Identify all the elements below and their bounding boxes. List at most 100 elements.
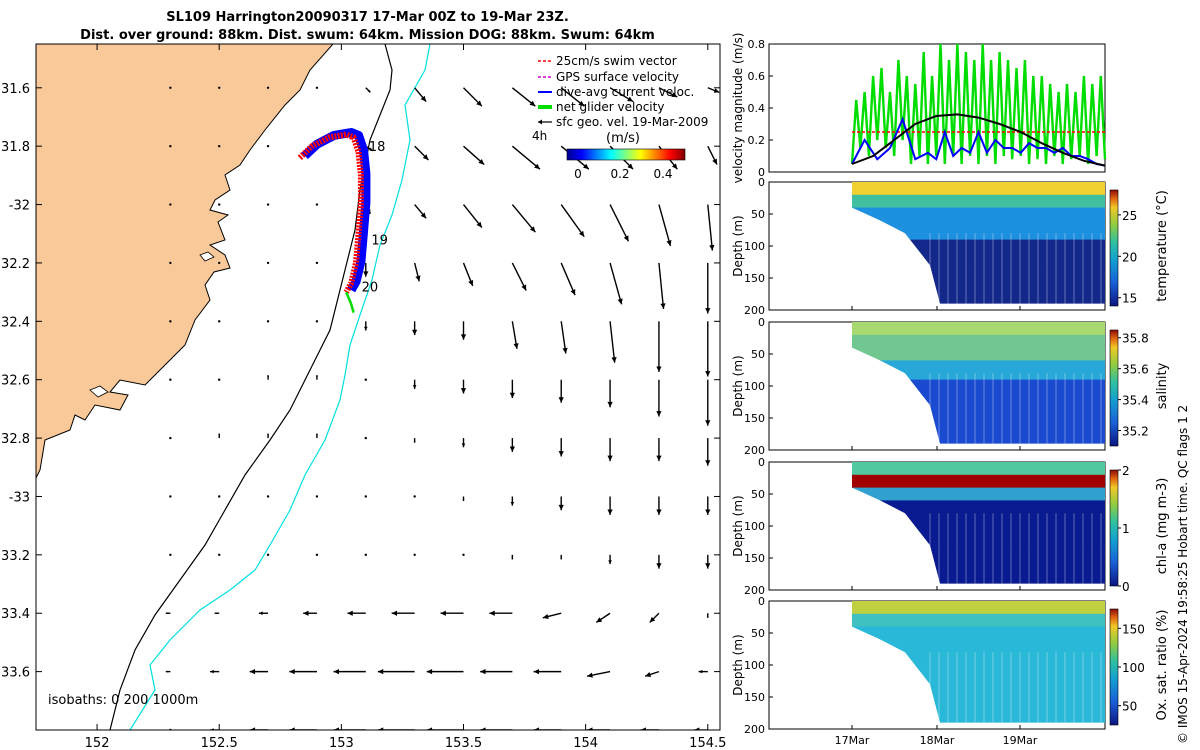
geo-velocity-arrow [480,669,513,675]
geo-velocity-arrow [316,433,318,439]
section-y-tick-label: 50 [751,348,765,361]
arrow-head [660,303,666,309]
section-x-tick-label: 19Mar [1003,734,1038,747]
isobath-200m [109,44,393,730]
geo-velocity-arrow [707,87,720,94]
arrow-head [165,612,168,615]
colorbar-unit-label: (m/s) [606,131,640,146]
arrow-head [698,669,703,674]
section-colorbar-label: chl-a (mg m-3) [1155,478,1170,575]
geo-velocity-arrow [364,553,367,557]
section-y-tick-label: 0 [758,316,765,329]
geo-velocity-arrow [644,670,660,677]
geo-velocity-arrow [218,553,221,557]
geo-velocity-arrow [656,438,662,462]
geo-velocity-arrow [510,496,515,506]
geo-velocity-arrow [249,669,269,675]
geo-velocity-arrow [266,203,270,206]
geo-velocity-arrow [558,379,564,403]
section-ylabel: Depth (m) [731,495,745,556]
legend-geo-label: sfc geo. vel. 19-Mar-2009 [556,115,708,129]
arrow-head [367,89,371,93]
colorbar-horizontal [566,148,686,161]
geo-velocity-arrow [640,727,659,730]
section-y-tick-label: 100 [744,240,765,253]
arrow-head [558,397,564,403]
geo-velocity-arrow [705,321,711,377]
section-y-tick-label: 50 [751,208,765,221]
arrow-head [316,433,318,436]
section-band [852,462,1105,476]
day-label-18: 18 [369,140,386,155]
arrow-head [649,616,656,623]
section-band [852,194,1105,209]
geo-velocity-arrow [609,321,617,363]
isobath-label: isobaths: 0 200 1000m [48,693,198,708]
geo-velocity-arrow [608,554,612,565]
geo-velocity-arrow [705,262,711,314]
geo-velocity-arrow [289,727,317,730]
geo-velocity-arrow [165,670,171,673]
chart-title-line2: Dist. over ground: 88km. Dist. swum: 64k… [80,28,655,43]
geo-velocity-arrow [377,669,415,675]
arrow-head [656,509,662,515]
arrow-head [529,226,536,233]
arrow-head [627,96,634,102]
map-y-tick-label: 31.8 [1,140,30,155]
section-colorbar-label: Ox. sat. ratio (%) [1155,610,1170,721]
arrow-head [666,240,672,246]
arrow-head [509,446,515,452]
section-colorbar-label: salinity [1155,362,1170,409]
colorbar-tick: 0 [574,167,582,181]
map-y-tick-label: 32.8 [1,432,30,447]
section-colorbar [1109,189,1119,307]
geo-velocity-arrow [462,262,474,287]
geo-velocity-arrow [315,261,319,265]
geo-velocity-arrow [218,203,221,206]
map-x-tick-label: 152.5 [201,736,238,750]
map-x-tick-label: 154 [573,736,598,750]
geo-velocity-arrow [440,610,464,616]
geo-velocity-arrow [414,145,429,161]
geo-velocity-arrow [609,262,623,305]
arrow-head [533,669,540,675]
arrow-head [413,440,416,443]
geo-velocity-arrow [460,379,467,394]
geo-velocity-arrow [266,261,270,265]
geo-velocity-arrow [266,320,270,323]
geo-velocity-arrow [377,727,415,730]
section-y-tick-label: 200 [744,444,765,457]
geo-velocity-arrow [658,204,672,247]
arrow-shaft [707,204,714,251]
geo-velocity-arrow [511,321,519,350]
arrow-head [656,455,662,462]
geo-velocity-arrow [607,496,613,515]
arrow-head [460,388,467,394]
section-colorbar-label: temperature (°C) [1155,190,1170,302]
geo-velocity-arrow [511,204,536,233]
section-colorbar [1109,608,1119,726]
geo-velocity-arrow [542,612,562,620]
arrow-head [705,460,711,466]
geo-velocity-arrow [658,87,678,98]
geo-velocity-arrow [462,204,483,228]
geo-velocity-arrow [705,438,711,466]
geo-velocity-arrow [165,612,171,615]
geo-velocity-arrow [533,669,562,675]
arrow-head [706,615,709,618]
section-band [852,334,1105,349]
arrow-head [333,669,339,675]
section-panel: 0 50 100 150 200 Depth (m) 35.2 35.4 35.6 35.8 sal… [731,316,1170,457]
arrow-head [480,727,486,730]
colorbar-tick-label: 2 [1122,464,1130,478]
legend-gps-label: GPS surface velocity [556,70,679,84]
section-panel: 0 50 100 150 200 Depth (m) 15 20 25 temperature (… [731,176,1170,317]
geo-velocity-arrow [587,727,611,730]
section-ylabel: Depth (m) [731,634,745,695]
geo-velocity-arrow [210,669,220,674]
geo-velocity-arrow [266,553,270,557]
section-band [852,220,1105,241]
arrow-head [267,375,269,377]
section-y-tick-label: 200 [744,723,765,736]
